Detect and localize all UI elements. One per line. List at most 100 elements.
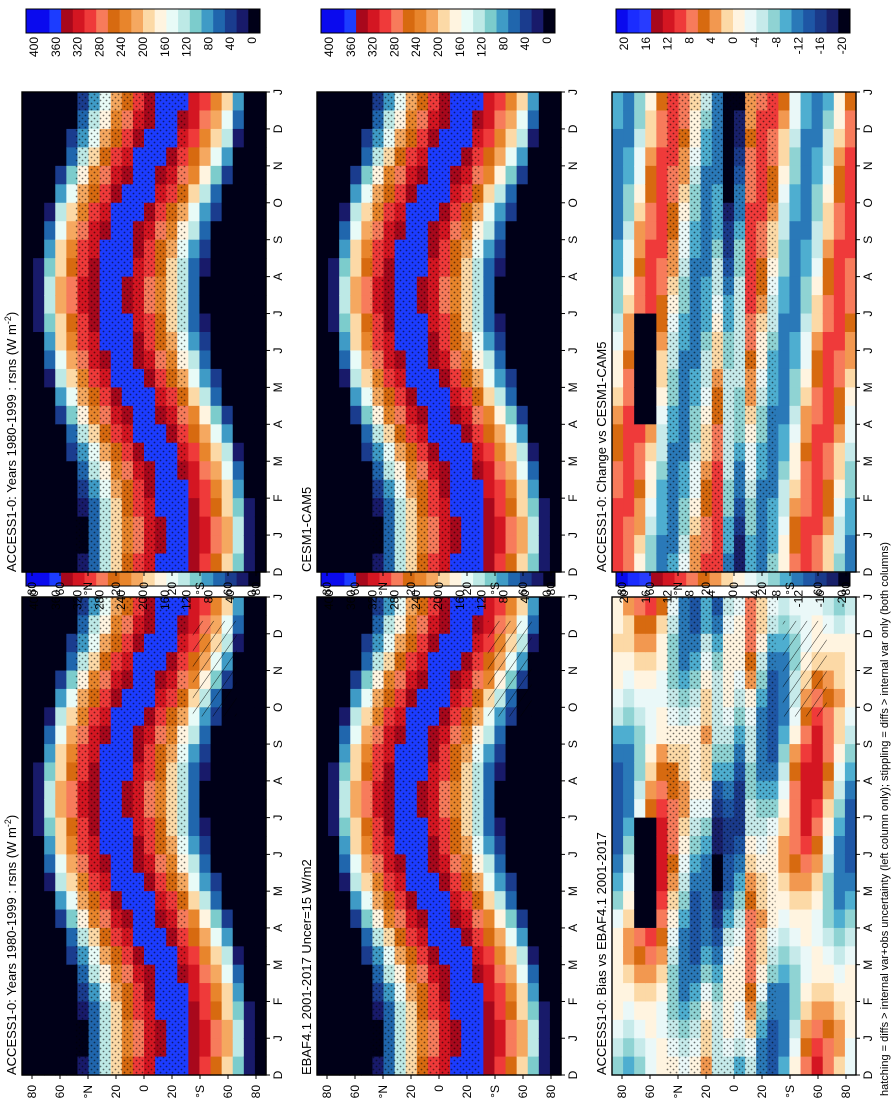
heat-cell: [822, 1001, 835, 1021]
heat-cell: [811, 92, 824, 112]
heat-cell: [549, 258, 562, 278]
heat-cell: [645, 498, 657, 518]
heat-cell: [188, 744, 201, 764]
y-tick-label: 20: [755, 582, 769, 596]
heat-cell: [656, 165, 669, 185]
colorbar-label: 12: [661, 590, 675, 604]
colorbar-label: 280: [92, 590, 106, 610]
heat-cell: [844, 597, 857, 616]
heat-cell: [494, 92, 507, 112]
heat-cell: [232, 725, 245, 745]
heat-cell: [483, 516, 496, 536]
heat-cell: [811, 110, 824, 130]
heat-cell: [55, 707, 67, 727]
colorbar-label: 280: [92, 37, 106, 57]
heat-cell: [210, 1001, 223, 1021]
heat-cell: [44, 707, 56, 727]
heat-cell: [811, 891, 824, 911]
heat-cell: [350, 350, 362, 370]
colorbar-swatch: [224, 9, 238, 33]
heat-cell: [328, 725, 340, 745]
heat-cell: [66, 670, 79, 690]
x-tick-label: J: [566, 532, 580, 538]
heat-cell: [549, 872, 562, 892]
heat-cell: [232, 1038, 245, 1058]
heat-cell: [494, 498, 507, 518]
heat-cell: [361, 817, 374, 837]
heat-cell: [44, 670, 56, 690]
heat-cell: [612, 799, 624, 819]
heat-cell: [516, 313, 529, 333]
heat-cell: [811, 276, 824, 296]
heat-cell: [844, 405, 857, 425]
heat-cell: [317, 479, 329, 499]
colorbar-label: 200: [431, 37, 445, 57]
heat-cell: [254, 946, 267, 966]
x-tick-label: D: [861, 1070, 875, 1079]
heat-cell: [210, 110, 223, 130]
heat-cell: [199, 836, 212, 855]
heat-cell: [527, 461, 540, 481]
heat-cell: [549, 350, 562, 370]
heat-cell: [361, 387, 374, 407]
heat-cell: [645, 964, 657, 984]
heat-cell: [483, 295, 496, 315]
heat-cell: [55, 1019, 67, 1039]
heat-cell: [232, 854, 245, 874]
heat-cell: [55, 165, 67, 185]
heat-cell: [483, 276, 496, 296]
heat-cell: [350, 964, 362, 984]
heat-cell: [656, 479, 669, 499]
heat-cell: [822, 387, 835, 407]
heat-cell: [516, 909, 529, 929]
heat-cell: [22, 165, 34, 185]
colorbar-swatch: [72, 9, 85, 33]
heat-cell: [844, 479, 857, 499]
heat-cell: [833, 780, 846, 800]
heat-cell: [549, 597, 562, 616]
heat-cell: [778, 350, 791, 370]
colorbar-swatch: [686, 9, 699, 33]
heat-cell: [505, 1019, 518, 1039]
heat-cell: [634, 498, 646, 518]
heat-cell: [833, 498, 846, 518]
heat-cell: [254, 707, 267, 727]
heat-cell: [22, 1019, 34, 1039]
heat-cell: [22, 688, 34, 708]
heat-cell: [55, 276, 67, 296]
heat-cell: [328, 946, 340, 966]
heat-cell: [317, 313, 329, 333]
colorbar-swatch: [756, 9, 769, 33]
heat-cell: [833, 1019, 846, 1039]
heat-cell: [232, 780, 245, 800]
heat-cell: [789, 442, 802, 462]
heat-cell: [328, 368, 340, 388]
colorbar-label: 20: [617, 590, 631, 604]
heat-cell: [822, 313, 835, 333]
heat-cell: [232, 221, 245, 241]
heat-cell: [789, 780, 802, 800]
heat-cell: [844, 313, 857, 333]
heat-cell: [494, 516, 507, 536]
heat-cell: [22, 780, 34, 800]
heat-cell: [22, 276, 34, 296]
heat-cell: [317, 927, 329, 947]
heat-cell: [494, 799, 507, 819]
heat-cell: [789, 276, 802, 296]
heat-cell: [822, 817, 835, 837]
heat-cell: [656, 615, 669, 635]
heat-cell: [483, 946, 496, 966]
heat-cell: [44, 350, 56, 370]
heat-cell: [494, 817, 507, 837]
colorbar-frame: [615, 8, 851, 34]
heat-cell: [221, 92, 234, 112]
x-tick-label: D: [566, 567, 580, 576]
heat-cell: [188, 258, 201, 278]
heat-cell: [55, 350, 67, 370]
colorbar-label: -8: [770, 590, 784, 601]
heat-cell: [800, 313, 813, 333]
heat-cell: [612, 202, 624, 222]
colorbar-label: 120: [180, 590, 194, 610]
heat-cell: [483, 424, 496, 444]
heat-cell: [483, 184, 496, 204]
